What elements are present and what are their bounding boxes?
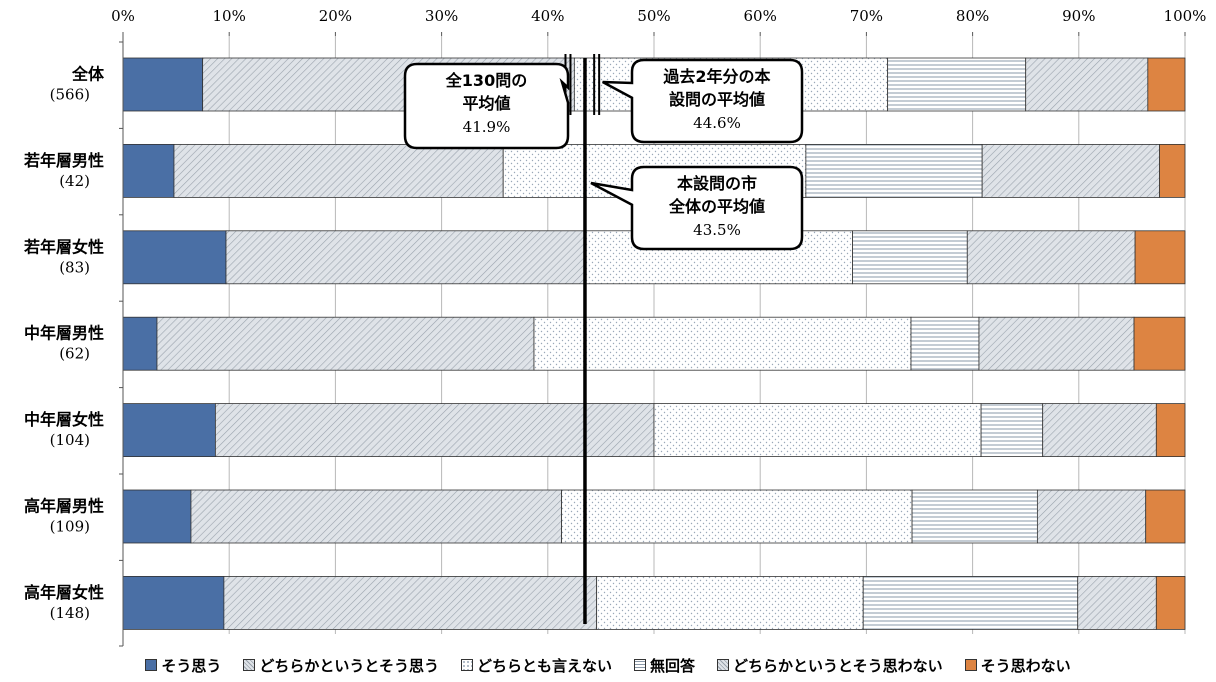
- category-count: (148): [50, 604, 90, 622]
- bar-segment: [980, 403, 1044, 458]
- category-count: (83): [59, 258, 90, 276]
- bar-segment: [1159, 143, 1186, 198]
- legend-swatch: [145, 659, 158, 671]
- callout-value: 43.5%: [693, 221, 741, 239]
- bar-segment: [887, 57, 1027, 112]
- category-count: (566): [50, 86, 90, 104]
- bar-segment: [910, 316, 980, 371]
- category-name: 全体: [71, 65, 105, 84]
- x-tick-label: 100%: [1164, 7, 1207, 25]
- callout-box: [403, 62, 570, 150]
- bar-segment: [981, 143, 1160, 198]
- bar-segment: [122, 576, 225, 630]
- bar-segment: [122, 57, 204, 112]
- category-count: (62): [59, 345, 90, 363]
- category-name: 若年層男性: [23, 151, 104, 170]
- category-name: 高年層男性: [24, 497, 104, 516]
- bar-segment: [156, 316, 535, 371]
- bar-segment: [653, 403, 982, 458]
- bar-segment: [225, 230, 585, 285]
- legend-swatch: [634, 659, 646, 671]
- callout-label: 本設問の市: [677, 174, 757, 193]
- bar-segment: [1077, 576, 1157, 630]
- bar-segment: [862, 576, 1079, 630]
- legend-label: どちらかというとそう思う: [259, 656, 439, 675]
- legend-item: どちらかというとそう思わない: [717, 655, 943, 676]
- x-tick-label: 40%: [531, 7, 564, 25]
- legend-label: 無回答: [650, 656, 696, 675]
- legend-item: そう思わない: [964, 655, 1071, 676]
- callout-box: [602, 58, 804, 144]
- bar-segment: [173, 143, 504, 198]
- category-count: (109): [50, 518, 90, 536]
- legend-label: そう思う: [161, 656, 222, 675]
- legend-label: そう思わない: [980, 656, 1071, 675]
- bar-segment: [1025, 57, 1149, 112]
- category-count: (42): [59, 172, 90, 190]
- legend-swatch: [243, 659, 256, 671]
- legend-item: 無回答: [634, 655, 695, 676]
- bar-segment: [805, 143, 983, 198]
- category-count: (104): [50, 431, 90, 449]
- bar-segment: [1145, 489, 1186, 544]
- bar-segment: [1155, 403, 1186, 458]
- bar-segment: [122, 143, 175, 198]
- bar-segment: [911, 489, 1038, 544]
- bar-segment: [1155, 576, 1186, 630]
- legend-swatch: [460, 659, 473, 671]
- legend-swatch: [717, 659, 730, 671]
- category-name: 若年層女性: [23, 237, 104, 256]
- x-tick-label: 30%: [425, 7, 458, 25]
- bar-segment: [596, 576, 864, 630]
- category-name: 中年層女性: [24, 410, 104, 429]
- legend-swatch: [964, 659, 977, 671]
- legend: そう思う どちらかというとそう思う どちらとも言えない 無回答 どちらかというとそう思わ…: [0, 652, 1216, 678]
- bar-segment: [1147, 57, 1186, 112]
- bars-layer: [122, 57, 1186, 630]
- bar-segment: [533, 316, 912, 371]
- callout-box: [590, 165, 804, 251]
- callout-label: 設問の平均値: [669, 90, 765, 109]
- callout-label: 平均値: [462, 94, 510, 113]
- category-name: 高年層女性: [24, 583, 104, 602]
- bar-segment: [1042, 403, 1157, 458]
- bar-segment: [1133, 316, 1186, 371]
- bar-segment: [190, 489, 563, 544]
- axis-layer: 0% 10% 20% 30% 40% 50% 60% 70% 80% 90% 100% 全体 (566)…: [23, 7, 1207, 647]
- x-tick-label: 90%: [1062, 7, 1095, 25]
- bar-segment: [214, 403, 655, 458]
- x-tick-label: 50%: [637, 7, 670, 25]
- legend-item: どちらとも言えない: [460, 655, 612, 676]
- x-tick-label: 70%: [850, 7, 883, 25]
- callout-label: 全体の平均値: [668, 197, 765, 216]
- bar-segment: [978, 316, 1135, 371]
- bar-segment: [1134, 230, 1186, 285]
- bar-segment: [122, 316, 158, 371]
- callout-value: 44.6%: [693, 114, 741, 132]
- x-tick-label: 0%: [111, 7, 135, 25]
- legend-label: どちらかというとそう思わない: [733, 656, 943, 675]
- x-tick-label: 60%: [744, 7, 777, 25]
- callout-label: 全130問の: [445, 71, 527, 90]
- bar-segment: [1036, 489, 1147, 544]
- bar-segment: [122, 489, 192, 544]
- legend-label: どちらとも言えない: [476, 656, 612, 675]
- bar-segment: [852, 230, 968, 285]
- bar-segment: [122, 230, 227, 285]
- x-tick-label: 80%: [956, 7, 989, 25]
- chart-plot-area: 0% 10% 20% 30% 40% 50% 60% 70% 80% 90% 100% 全体 (566)…: [23, 7, 1207, 647]
- category-name: 中年層男性: [24, 324, 104, 343]
- callout-value: 41.9%: [463, 118, 511, 136]
- legend-item: どちらかというとそう思う: [243, 655, 439, 676]
- x-tick-label: 20%: [319, 7, 352, 25]
- bar-segment: [223, 576, 598, 630]
- bar-segment: [122, 403, 216, 458]
- bar-segment: [966, 230, 1136, 285]
- bar-segment: [561, 489, 913, 544]
- legend-item: そう思う: [145, 655, 221, 676]
- x-tick-label: 10%: [213, 7, 246, 25]
- callout-label: 過去2年分の本: [662, 67, 770, 86]
